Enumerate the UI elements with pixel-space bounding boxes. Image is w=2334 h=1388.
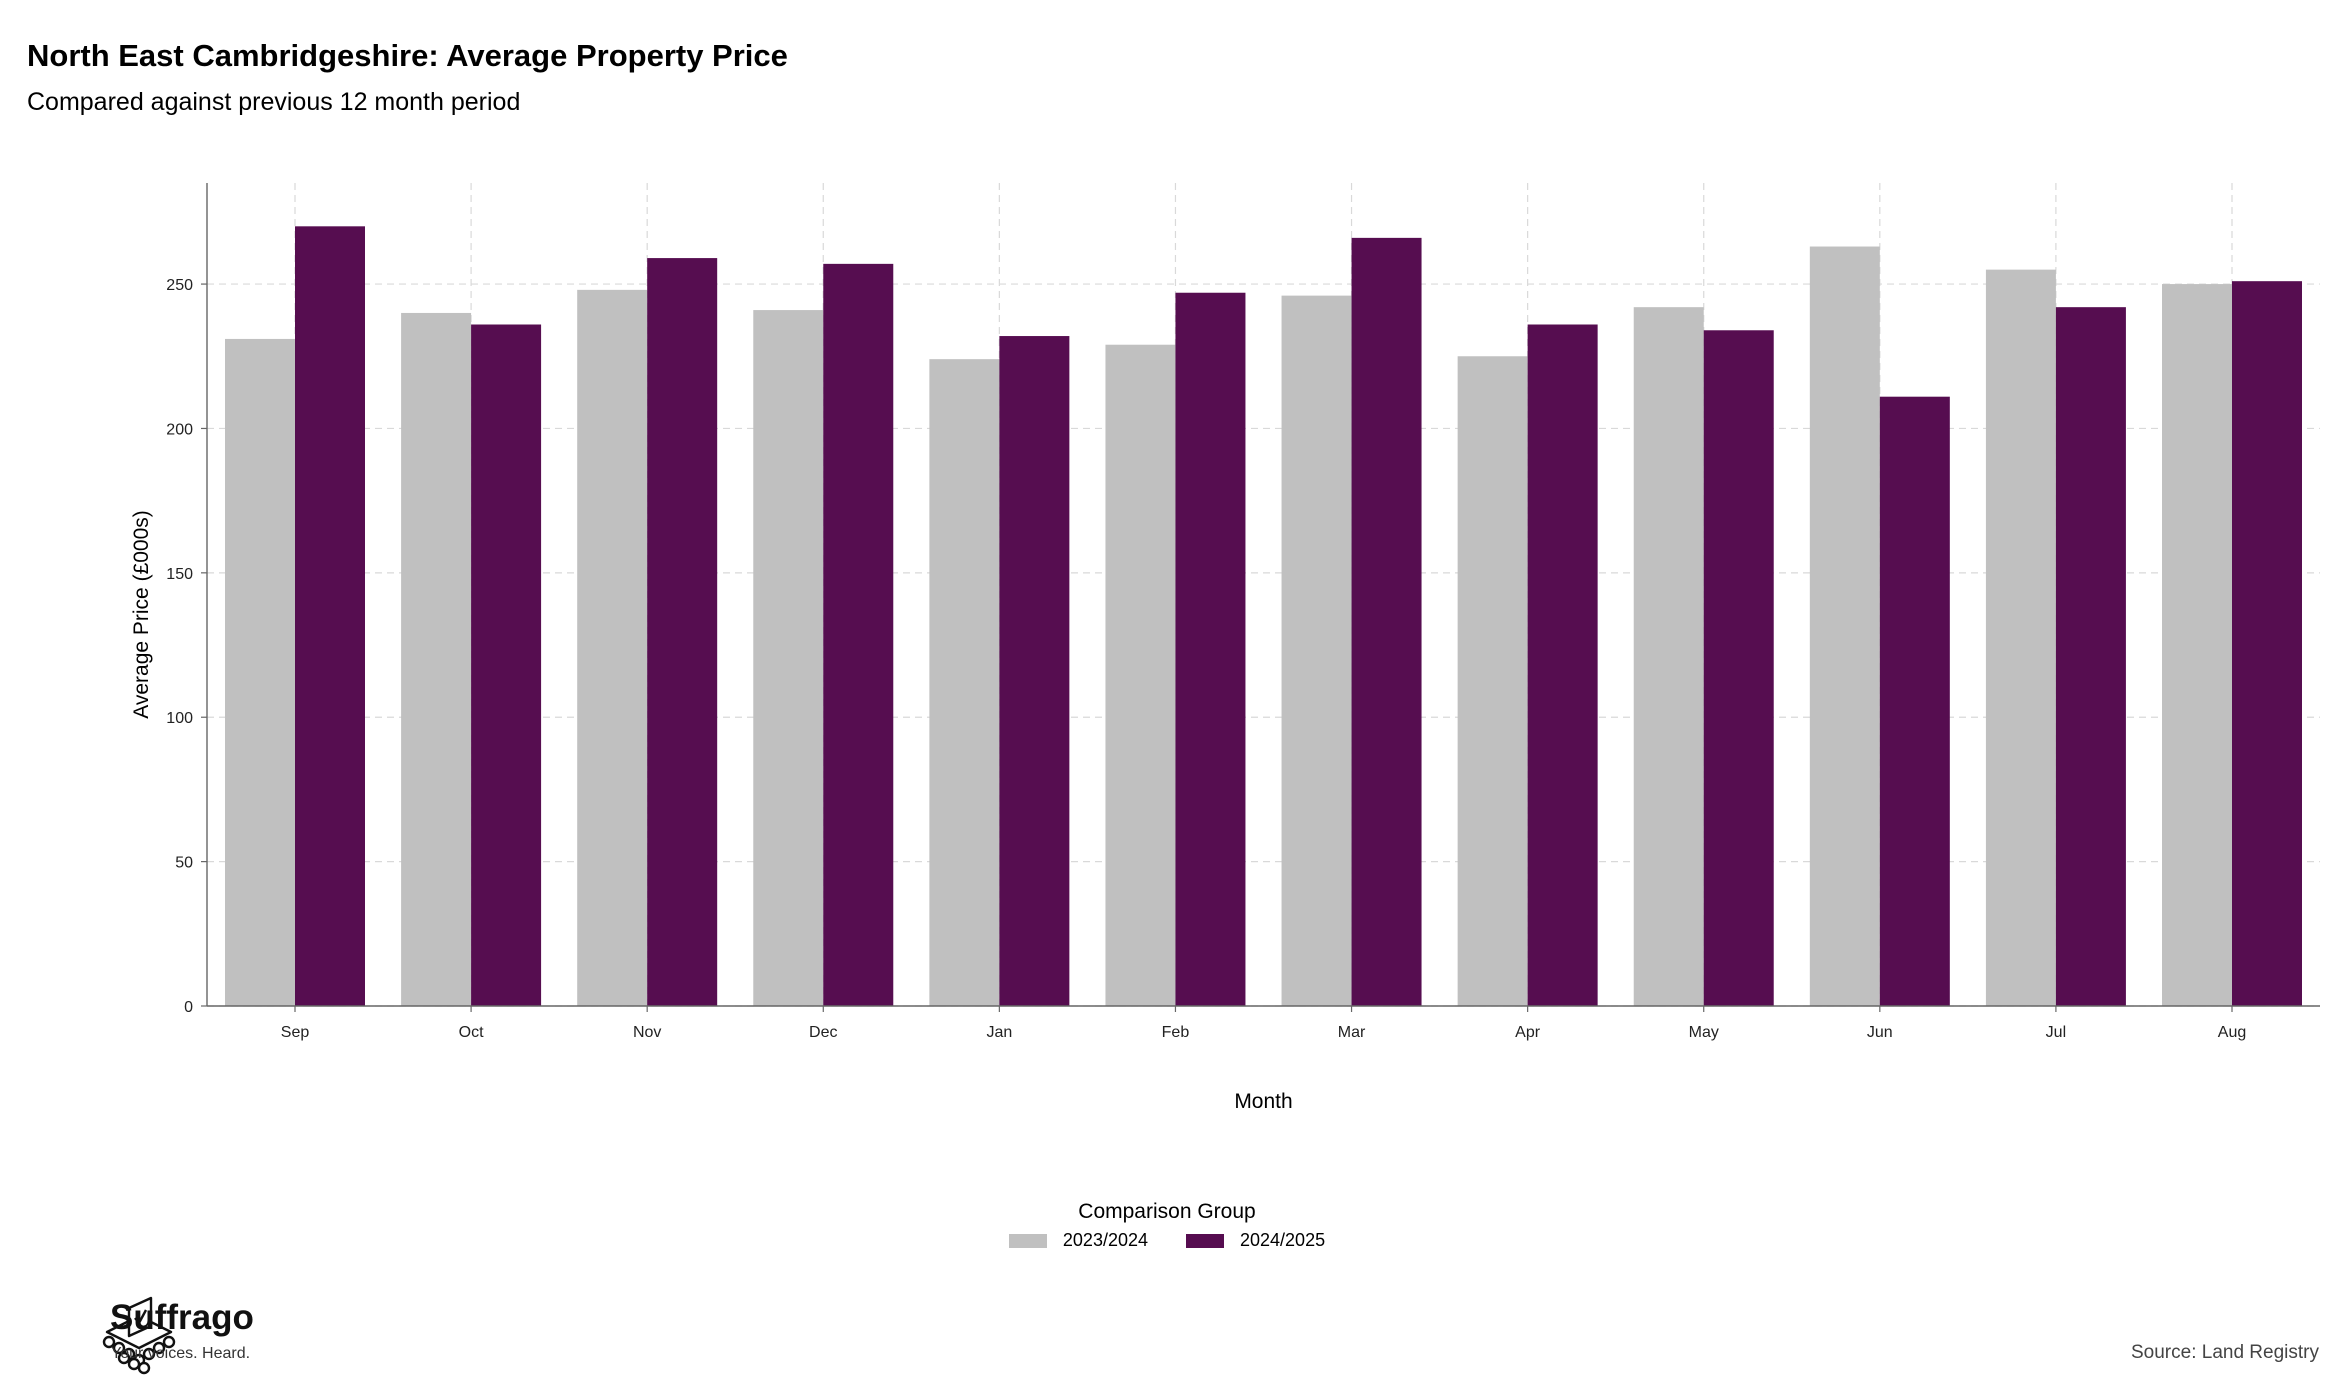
bar-2024-2025-aug — [2232, 281, 2302, 1006]
bar-2024-2025-apr — [1527, 324, 1598, 1006]
x-tick-label-jun: Jun — [1867, 1024, 1893, 1041]
bar-2024-2025-may — [1703, 330, 1774, 1006]
bar-2023-2024-may — [1633, 307, 1704, 1006]
bar-2023-2024-feb — [1105, 344, 1176, 1006]
bar-2024-2025-jun — [1879, 396, 1950, 1006]
x-tick-label-nov: Nov — [633, 1024, 661, 1041]
source-note: Source: Land Registry — [2131, 1342, 2319, 1363]
bar-2024-2025-sep — [295, 226, 365, 1006]
bar-2024-2025-jul — [2055, 307, 2126, 1006]
x-tick-label-oct: Oct — [459, 1024, 484, 1041]
legend-label-2023-2024: 2023/2024 — [1062, 1230, 1148, 1250]
x-tick-label-may: May — [1689, 1024, 1719, 1041]
legend-title: Comparison Group — [1078, 1200, 1256, 1223]
chart-subtitle: Compared against previous 12 month perio… — [27, 88, 521, 116]
x-tick-label-apr: Apr — [1515, 1024, 1541, 1041]
x-tick-label-jan: Jan — [986, 1024, 1012, 1041]
y-tick-label: 250 — [166, 277, 193, 294]
bar-2024-2025-feb — [1175, 292, 1246, 1006]
axis-layer — [201, 183, 2320, 1012]
y-tick-label: 0 — [184, 999, 193, 1016]
x-tick-label-dec: Dec — [809, 1024, 837, 1041]
bar-2023-2024-jun — [1809, 246, 1880, 1006]
bar-2023-2024-sep — [225, 338, 295, 1006]
x-tick-label-feb: Feb — [1162, 1024, 1190, 1041]
bar-2023-2024-jul — [1985, 269, 2056, 1006]
x-axis-title: Month — [1234, 1090, 1292, 1113]
brand-tagline: Your voices. Heard. — [111, 1345, 251, 1362]
label-layer: 0 50 100 150 200 250 Sep Oct Nov Dec Jan Feb Mar Apr M… — [166, 277, 2246, 1041]
legend-items: 2023/2024 2024/2025 — [1008, 1230, 1325, 1251]
legend-label-2024-2025: 2024/2025 — [1240, 1230, 1326, 1250]
legend-swatch-2024-2025 — [1186, 1233, 1224, 1248]
x-tick-label-aug: Aug — [2218, 1024, 2246, 1041]
chart-title: North East Cambridgeshire: Average Prope… — [27, 38, 788, 73]
y-tick-label: 100 — [166, 710, 193, 727]
bar-2023-2024-nov — [577, 289, 648, 1007]
bar-2024-2025-nov — [647, 258, 718, 1006]
bar-2023-2024-mar — [1281, 295, 1352, 1006]
bar-2023-2024-oct — [401, 312, 472, 1006]
ballot-box-logo-icon — [102, 1296, 176, 1375]
y-tick-label: 200 — [166, 421, 193, 438]
bar-2023-2024-apr — [1457, 356, 1528, 1006]
x-tick-label-jul: Jul — [2046, 1024, 2066, 1041]
legend-swatch-2023-2024 — [1008, 1233, 1047, 1248]
bar-2024-2025-dec — [823, 263, 894, 1006]
legend-item-2024-2025: 2024/2025 — [1186, 1230, 1325, 1251]
legend-item-2023-2024: 2023/2024 — [1008, 1230, 1148, 1251]
y-tick-label: 50 — [175, 855, 193, 872]
bar-2024-2025-jan — [999, 336, 1070, 1006]
bar-layer — [225, 226, 2302, 1007]
bar-2023-2024-aug — [2162, 284, 2232, 1006]
bar-chart: 0 50 100 150 200 250 Sep Oct Nov Dec Jan Feb Mar Apr M… — [130, 183, 2320, 1113]
legend: Comparison Group 2023/2024 2024/2025 — [0, 1200, 2334, 1251]
x-tick-label-sep: Sep — [281, 1024, 310, 1041]
y-tick-label: 150 — [166, 566, 193, 583]
bar-2023-2024-dec — [753, 310, 824, 1006]
bar-2024-2025-mar — [1351, 237, 1422, 1006]
x-tick-label-mar: Mar — [1338, 1024, 1366, 1041]
y-axis-title: Average Price (£000s) — [130, 510, 153, 719]
brand-name: Suffrago — [110, 1298, 254, 1337]
bar-2024-2025-oct — [471, 324, 542, 1006]
bar-2023-2024-jan — [929, 359, 1000, 1006]
